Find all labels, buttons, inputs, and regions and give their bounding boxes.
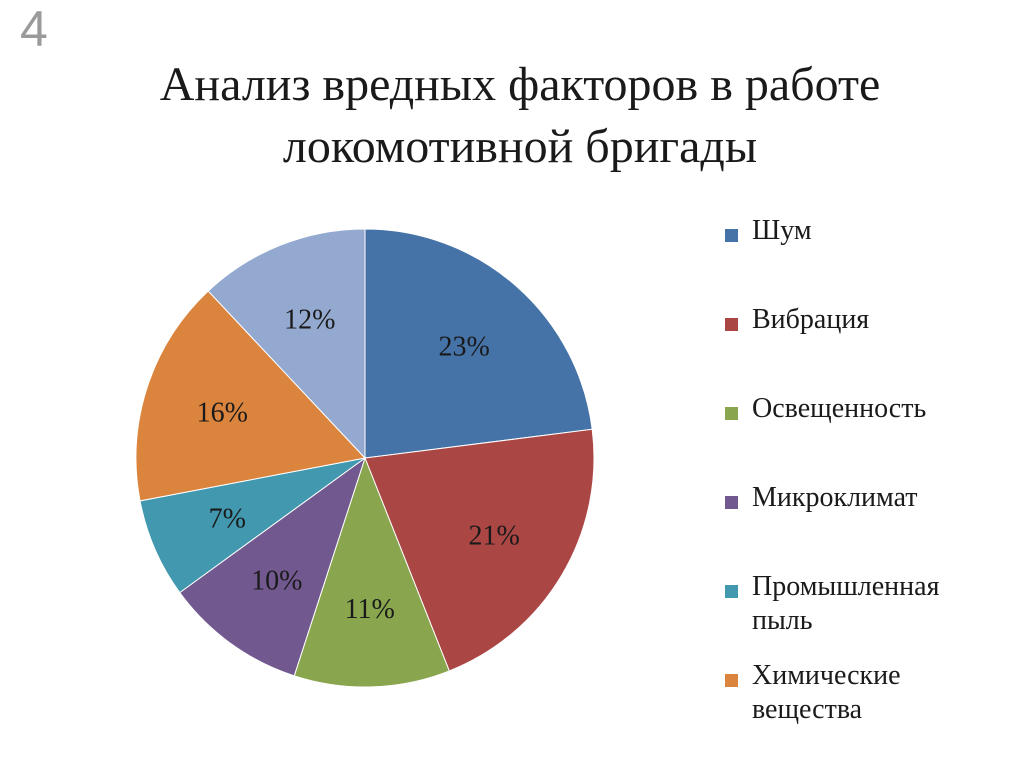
pie-data-labels: 23% 21% 11% 10%7% 16% 12% bbox=[197, 305, 520, 625]
legend-label-line: Шум bbox=[752, 215, 812, 246]
data-label-4: 10% bbox=[251, 565, 302, 596]
data-label-2: 21% bbox=[468, 520, 519, 551]
slide-number: 4 bbox=[20, 1, 48, 57]
data-label-5: 7% bbox=[209, 504, 246, 535]
legend-label-line: вещества bbox=[752, 694, 863, 725]
legend-label-line: Промышленная bbox=[752, 571, 940, 602]
legend-item: Шум bbox=[725, 214, 812, 248]
legend-swatch bbox=[725, 585, 738, 598]
title-line-2: локомотивной бригады bbox=[282, 120, 758, 173]
legend-swatch bbox=[725, 318, 738, 331]
legend-item: Химические вещества bbox=[725, 659, 901, 727]
legend-item: Промышленная пыль bbox=[725, 570, 939, 638]
legend-label-line: Вибрация bbox=[752, 304, 870, 335]
data-label-7: 12% bbox=[284, 305, 335, 336]
data-label-1: 23% bbox=[439, 331, 490, 362]
legend-label: Микроклимат bbox=[752, 481, 918, 515]
legend-label: Освещенность bbox=[752, 392, 926, 426]
legend-swatch bbox=[725, 229, 738, 242]
pie-slice-3 bbox=[293, 456, 450, 688]
pie-slices bbox=[135, 228, 595, 688]
page-title: Анализ вредных факторов в работе локомот… bbox=[100, 54, 940, 178]
legend-label-line: пыль bbox=[752, 605, 813, 636]
legend-label: Вибрация bbox=[752, 303, 869, 337]
data-label-3: 11% bbox=[345, 594, 395, 625]
legend-swatch bbox=[725, 496, 738, 509]
legend-item: Микроклимат bbox=[725, 481, 918, 515]
legend-label: Шум bbox=[752, 214, 812, 248]
legend-swatch bbox=[725, 674, 738, 687]
pie-slice-4 bbox=[179, 456, 366, 677]
pie-slice-6 bbox=[135, 290, 366, 502]
legend-item: Вибрация bbox=[725, 303, 869, 337]
pie-slice-2 bbox=[364, 428, 595, 672]
legend-label: Промышленная пыль bbox=[752, 570, 939, 638]
legend-label-line: Микроклимат bbox=[752, 482, 918, 513]
legend-swatch bbox=[725, 407, 738, 420]
data-label-6: 16% bbox=[197, 398, 248, 429]
legend-label-line: Освещенность bbox=[752, 393, 927, 424]
title-line-1: Анализ вредных факторов в работе bbox=[159, 58, 881, 111]
pie-slice-7 bbox=[207, 228, 366, 460]
legend-label: Химические вещества bbox=[752, 659, 901, 727]
legend-item: Освещенность bbox=[725, 392, 926, 426]
legend-label-line: Химические bbox=[752, 660, 901, 691]
pie-slice-1 bbox=[364, 228, 593, 459]
